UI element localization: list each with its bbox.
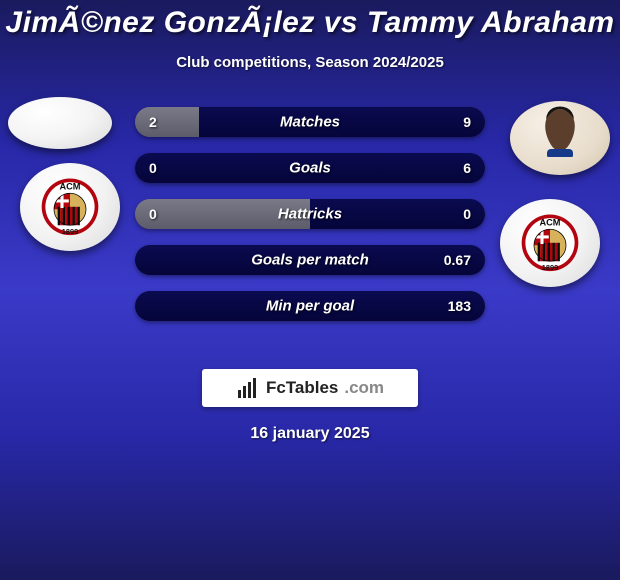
player1-avatar bbox=[8, 97, 112, 149]
stat-label: Min per goal bbox=[135, 298, 485, 315]
stat-right-value: 6 bbox=[463, 160, 471, 176]
player2-club-crest: ACM 1899 bbox=[500, 199, 600, 287]
svg-text:ACM: ACM bbox=[540, 218, 561, 228]
page-title: JimÃ©nez GonzÃ¡lez vs Tammy Abraham bbox=[0, 6, 620, 40]
bars-icon bbox=[236, 376, 260, 400]
stat-label: Hattricks bbox=[135, 206, 485, 223]
stat-bar: 0Hattricks0 bbox=[135, 199, 485, 229]
svg-text:1899: 1899 bbox=[542, 263, 558, 272]
stat-bar: Min per goal183 bbox=[135, 291, 485, 321]
stat-bars: 2Matches90Goals60Hattricks0Goals per mat… bbox=[135, 107, 485, 321]
stat-label: Goals bbox=[135, 160, 485, 177]
player2-avatar bbox=[510, 101, 610, 175]
stat-right-value: 183 bbox=[448, 298, 471, 314]
stat-bar: Goals per match0.67 bbox=[135, 245, 485, 275]
acm-crest-icon: ACM 1899 bbox=[35, 176, 105, 238]
svg-text:1899: 1899 bbox=[62, 227, 78, 236]
stat-right-value: 0 bbox=[463, 206, 471, 222]
stat-right-value: 0.67 bbox=[444, 252, 471, 268]
svg-text:ACM: ACM bbox=[60, 182, 81, 192]
comparison-area: ACM 1899 ACM bbox=[0, 107, 620, 347]
branding-suffix: .com bbox=[344, 378, 384, 398]
branding-badge: FcTables .com bbox=[202, 369, 418, 407]
player2-face-icon bbox=[539, 105, 581, 157]
stat-label: Matches bbox=[135, 114, 485, 131]
subtitle: Club competitions, Season 2024/2025 bbox=[0, 54, 620, 71]
player1-club-crest: ACM 1899 bbox=[20, 163, 120, 251]
stat-bar: 2Matches9 bbox=[135, 107, 485, 137]
acm-crest-icon: ACM 1899 bbox=[515, 212, 585, 274]
stat-right-value: 9 bbox=[463, 114, 471, 130]
snapshot-date: 16 january 2025 bbox=[0, 425, 620, 443]
stat-label: Goals per match bbox=[135, 252, 485, 269]
stat-bar: 0Goals6 bbox=[135, 153, 485, 183]
branding-name: FcTables bbox=[266, 378, 338, 398]
